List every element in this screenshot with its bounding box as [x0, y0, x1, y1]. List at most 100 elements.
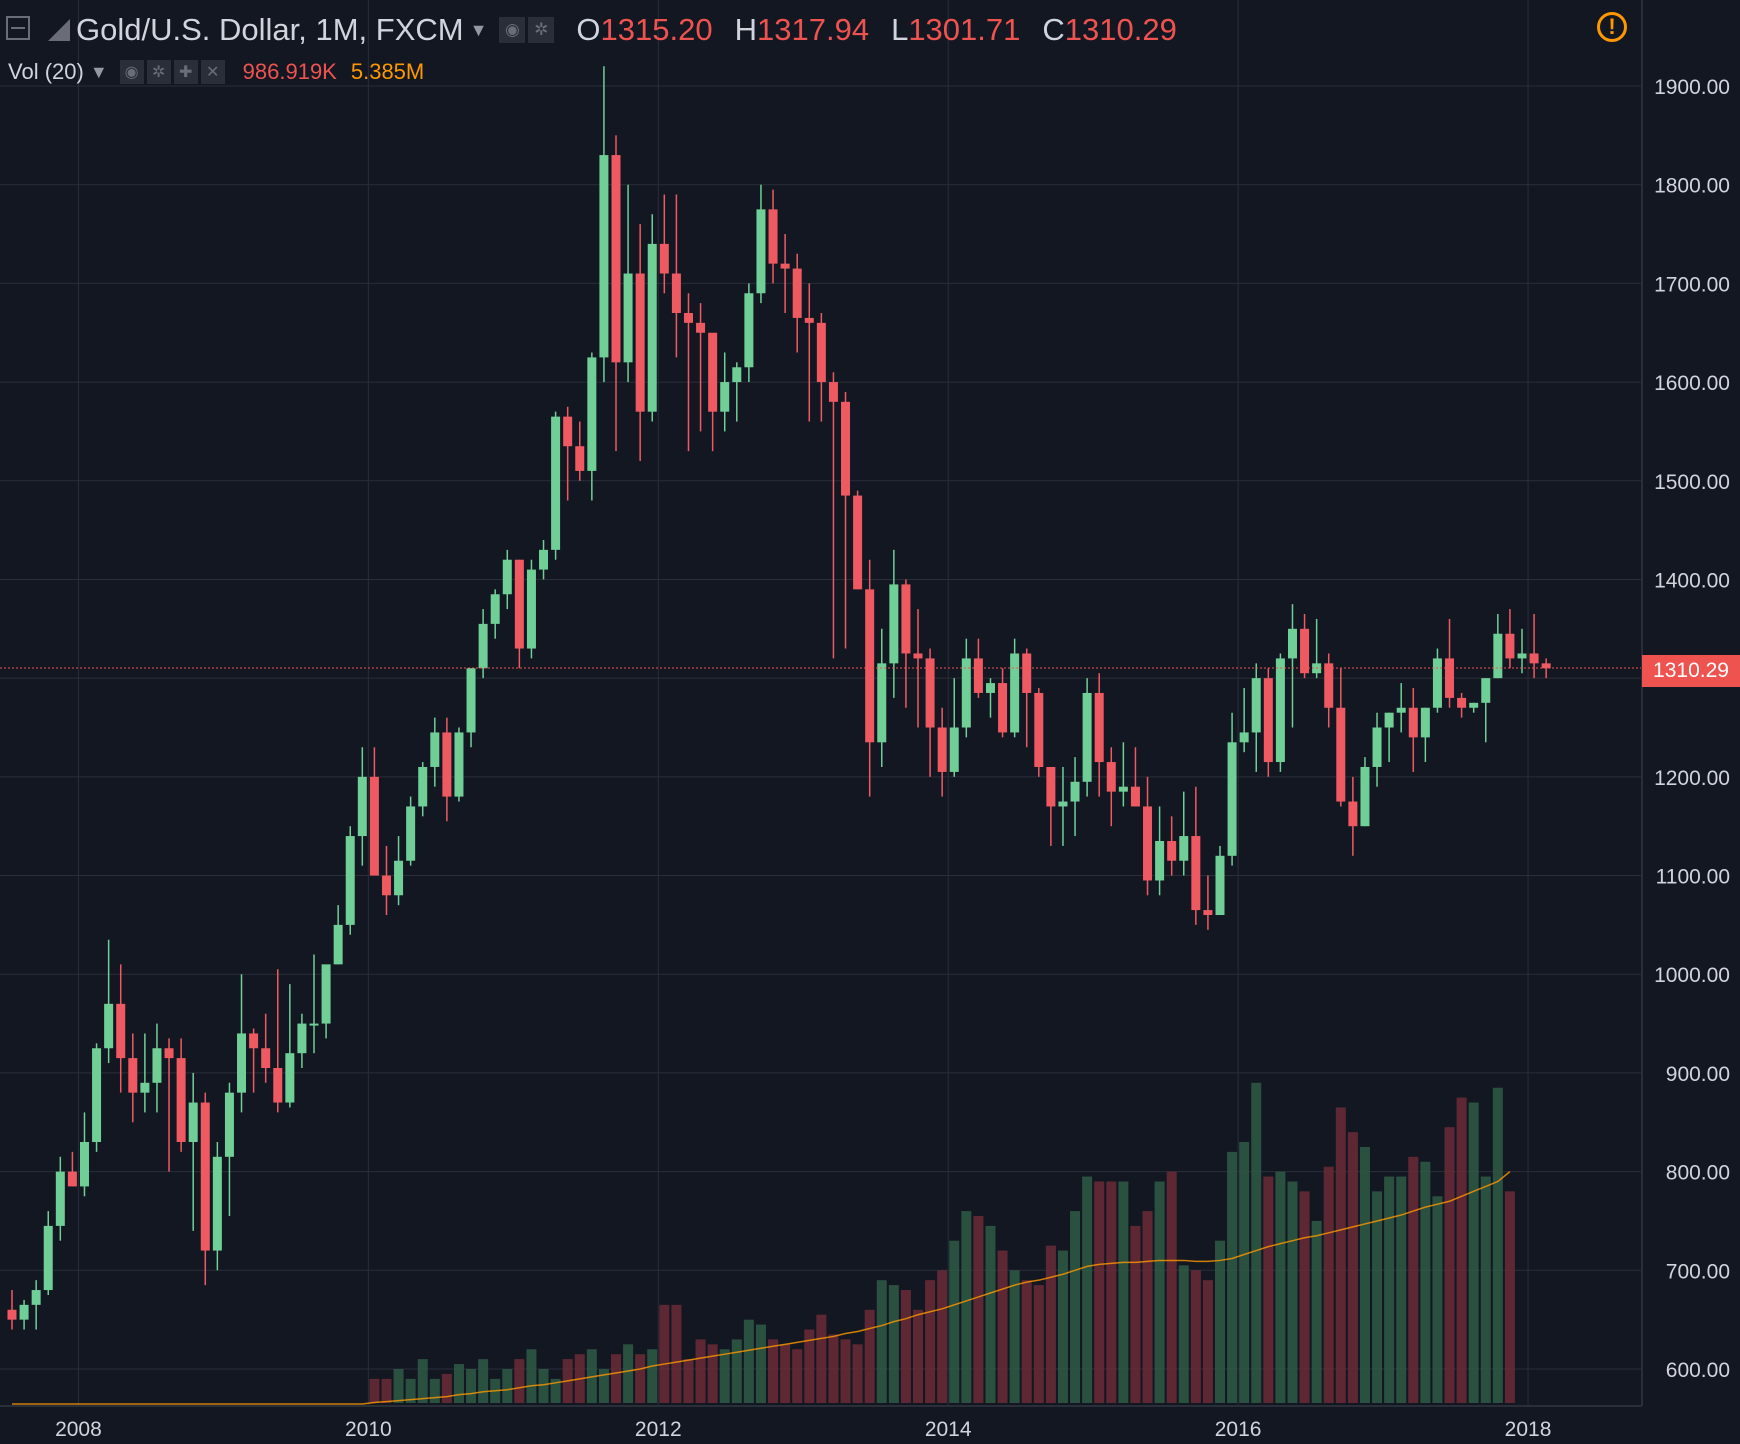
eye-icon[interactable]: ◉: [499, 17, 526, 43]
ohlc-open-value: 1315.20: [600, 12, 713, 47]
y-tick-label: 1700.00: [1654, 273, 1730, 296]
candle: [1336, 668, 1346, 807]
volume-bar: [1009, 1270, 1020, 1403]
volume-bar: [949, 1240, 960, 1403]
candle: [575, 421, 585, 481]
candle: [1445, 618, 1455, 708]
candle-body: [212, 1156, 222, 1251]
candle-body: [104, 1003, 114, 1049]
candle: [249, 1028, 259, 1093]
volume-bar: [1432, 1196, 1443, 1403]
volume-bar: [466, 1369, 477, 1403]
candle-body: [526, 569, 536, 649]
caret-down-icon[interactable]: ▼: [89, 61, 108, 82]
volume-bar: [1275, 1171, 1286, 1403]
candle-body: [1287, 628, 1297, 659]
candle-body: [708, 332, 718, 412]
candle-body: [973, 658, 983, 693]
candle: [901, 579, 911, 708]
candle: [1457, 692, 1467, 718]
volume-bar: [1190, 1270, 1201, 1403]
candle: [1106, 747, 1116, 827]
flag-icon[interactable]: [48, 19, 70, 41]
candle-body: [31, 1290, 41, 1305]
candle: [1191, 786, 1201, 925]
symbol-title[interactable]: Gold/U.S. Dollar, 1M, FXCM: [76, 12, 464, 47]
volume-bar: [586, 1349, 597, 1403]
candle-body: [539, 549, 549, 570]
candle: [973, 638, 983, 698]
candle-body: [756, 209, 766, 294]
volume-indicator-name[interactable]: Vol (20): [8, 59, 84, 84]
candle-body: [297, 1023, 307, 1054]
ohlc-low-value: 1301.71: [908, 12, 1021, 47]
candle: [79, 1112, 89, 1197]
gear-icon[interactable]: ✲: [528, 17, 555, 43]
eye-icon[interactable]: ◉: [119, 60, 144, 84]
volume-bar: [1384, 1176, 1395, 1403]
candle: [1275, 653, 1285, 772]
axes: 1900.00 1800.00 1700.00 1600.00 1500.00 1400.…: [55, 76, 1730, 1441]
gear-icon[interactable]: ✲: [146, 60, 171, 84]
candle-body: [792, 268, 802, 318]
volume-bar: [393, 1369, 404, 1403]
volume-value: 986.919K: [242, 59, 337, 84]
volume-bar: [647, 1349, 658, 1403]
volume-bar: [623, 1344, 634, 1403]
candle-body: [152, 1048, 162, 1083]
volume-bars: [369, 1082, 1515, 1403]
candle: [188, 1072, 198, 1231]
candle: [828, 372, 838, 659]
volume-bar: [1372, 1191, 1383, 1403]
volume-bar: [1106, 1181, 1117, 1403]
last-price-badge: 1310.29: [1642, 655, 1740, 687]
candle-body: [1167, 840, 1177, 861]
candle-body: [563, 416, 573, 447]
volume-bar: [731, 1339, 742, 1403]
volume-bar: [1359, 1146, 1370, 1403]
candle: [841, 391, 851, 649]
close-icon[interactable]: ✕: [200, 60, 225, 84]
candle: [418, 762, 428, 817]
candle-body: [913, 653, 923, 659]
candle-body: [1517, 653, 1527, 659]
volume-bar: [1033, 1285, 1044, 1403]
candle: [1287, 604, 1297, 728]
candle-body: [1432, 658, 1442, 708]
volume-bar: [1287, 1181, 1298, 1403]
candle: [696, 303, 706, 432]
candle: [55, 1156, 65, 1241]
candle: [1420, 707, 1430, 763]
volume-bar: [369, 1378, 380, 1403]
y-tick-label: 1800.00: [1654, 175, 1730, 198]
volume-bar: [417, 1359, 428, 1403]
volume-bar: [611, 1354, 621, 1403]
volume-bar: [1142, 1211, 1153, 1403]
candle-body: [1529, 653, 1539, 664]
volume-bar: [405, 1378, 416, 1403]
candle-body: [575, 446, 585, 471]
collapse-icon[interactable]: [6, 16, 30, 40]
candle-body: [1360, 766, 1370, 827]
candle-body: [1130, 786, 1140, 807]
caret-down-icon[interactable]: ▼: [469, 19, 488, 40]
candle-body: [1457, 697, 1467, 708]
candle-body: [502, 559, 512, 595]
volume-bar: [514, 1359, 525, 1403]
candle: [635, 224, 645, 462]
ohlc-high-key: H: [734, 12, 757, 47]
candle-body: [1300, 628, 1310, 674]
volume-bar: [550, 1378, 561, 1403]
plus-icon[interactable]: ✚: [173, 60, 198, 84]
volume-bar: [1070, 1211, 1081, 1403]
candle-body: [961, 658, 971, 728]
candle: [587, 352, 597, 501]
candle: [1396, 683, 1406, 733]
candle-body: [1239, 732, 1249, 743]
candle-body: [1070, 781, 1080, 802]
candle-body: [43, 1225, 53, 1291]
warning-icon[interactable]: !: [1597, 12, 1627, 42]
candle: [683, 293, 693, 452]
symbol-legend: Gold/U.S. Dollar, 1M, FXCM ▼ ◉ ✲ O 1315.…: [0, 10, 1191, 50]
